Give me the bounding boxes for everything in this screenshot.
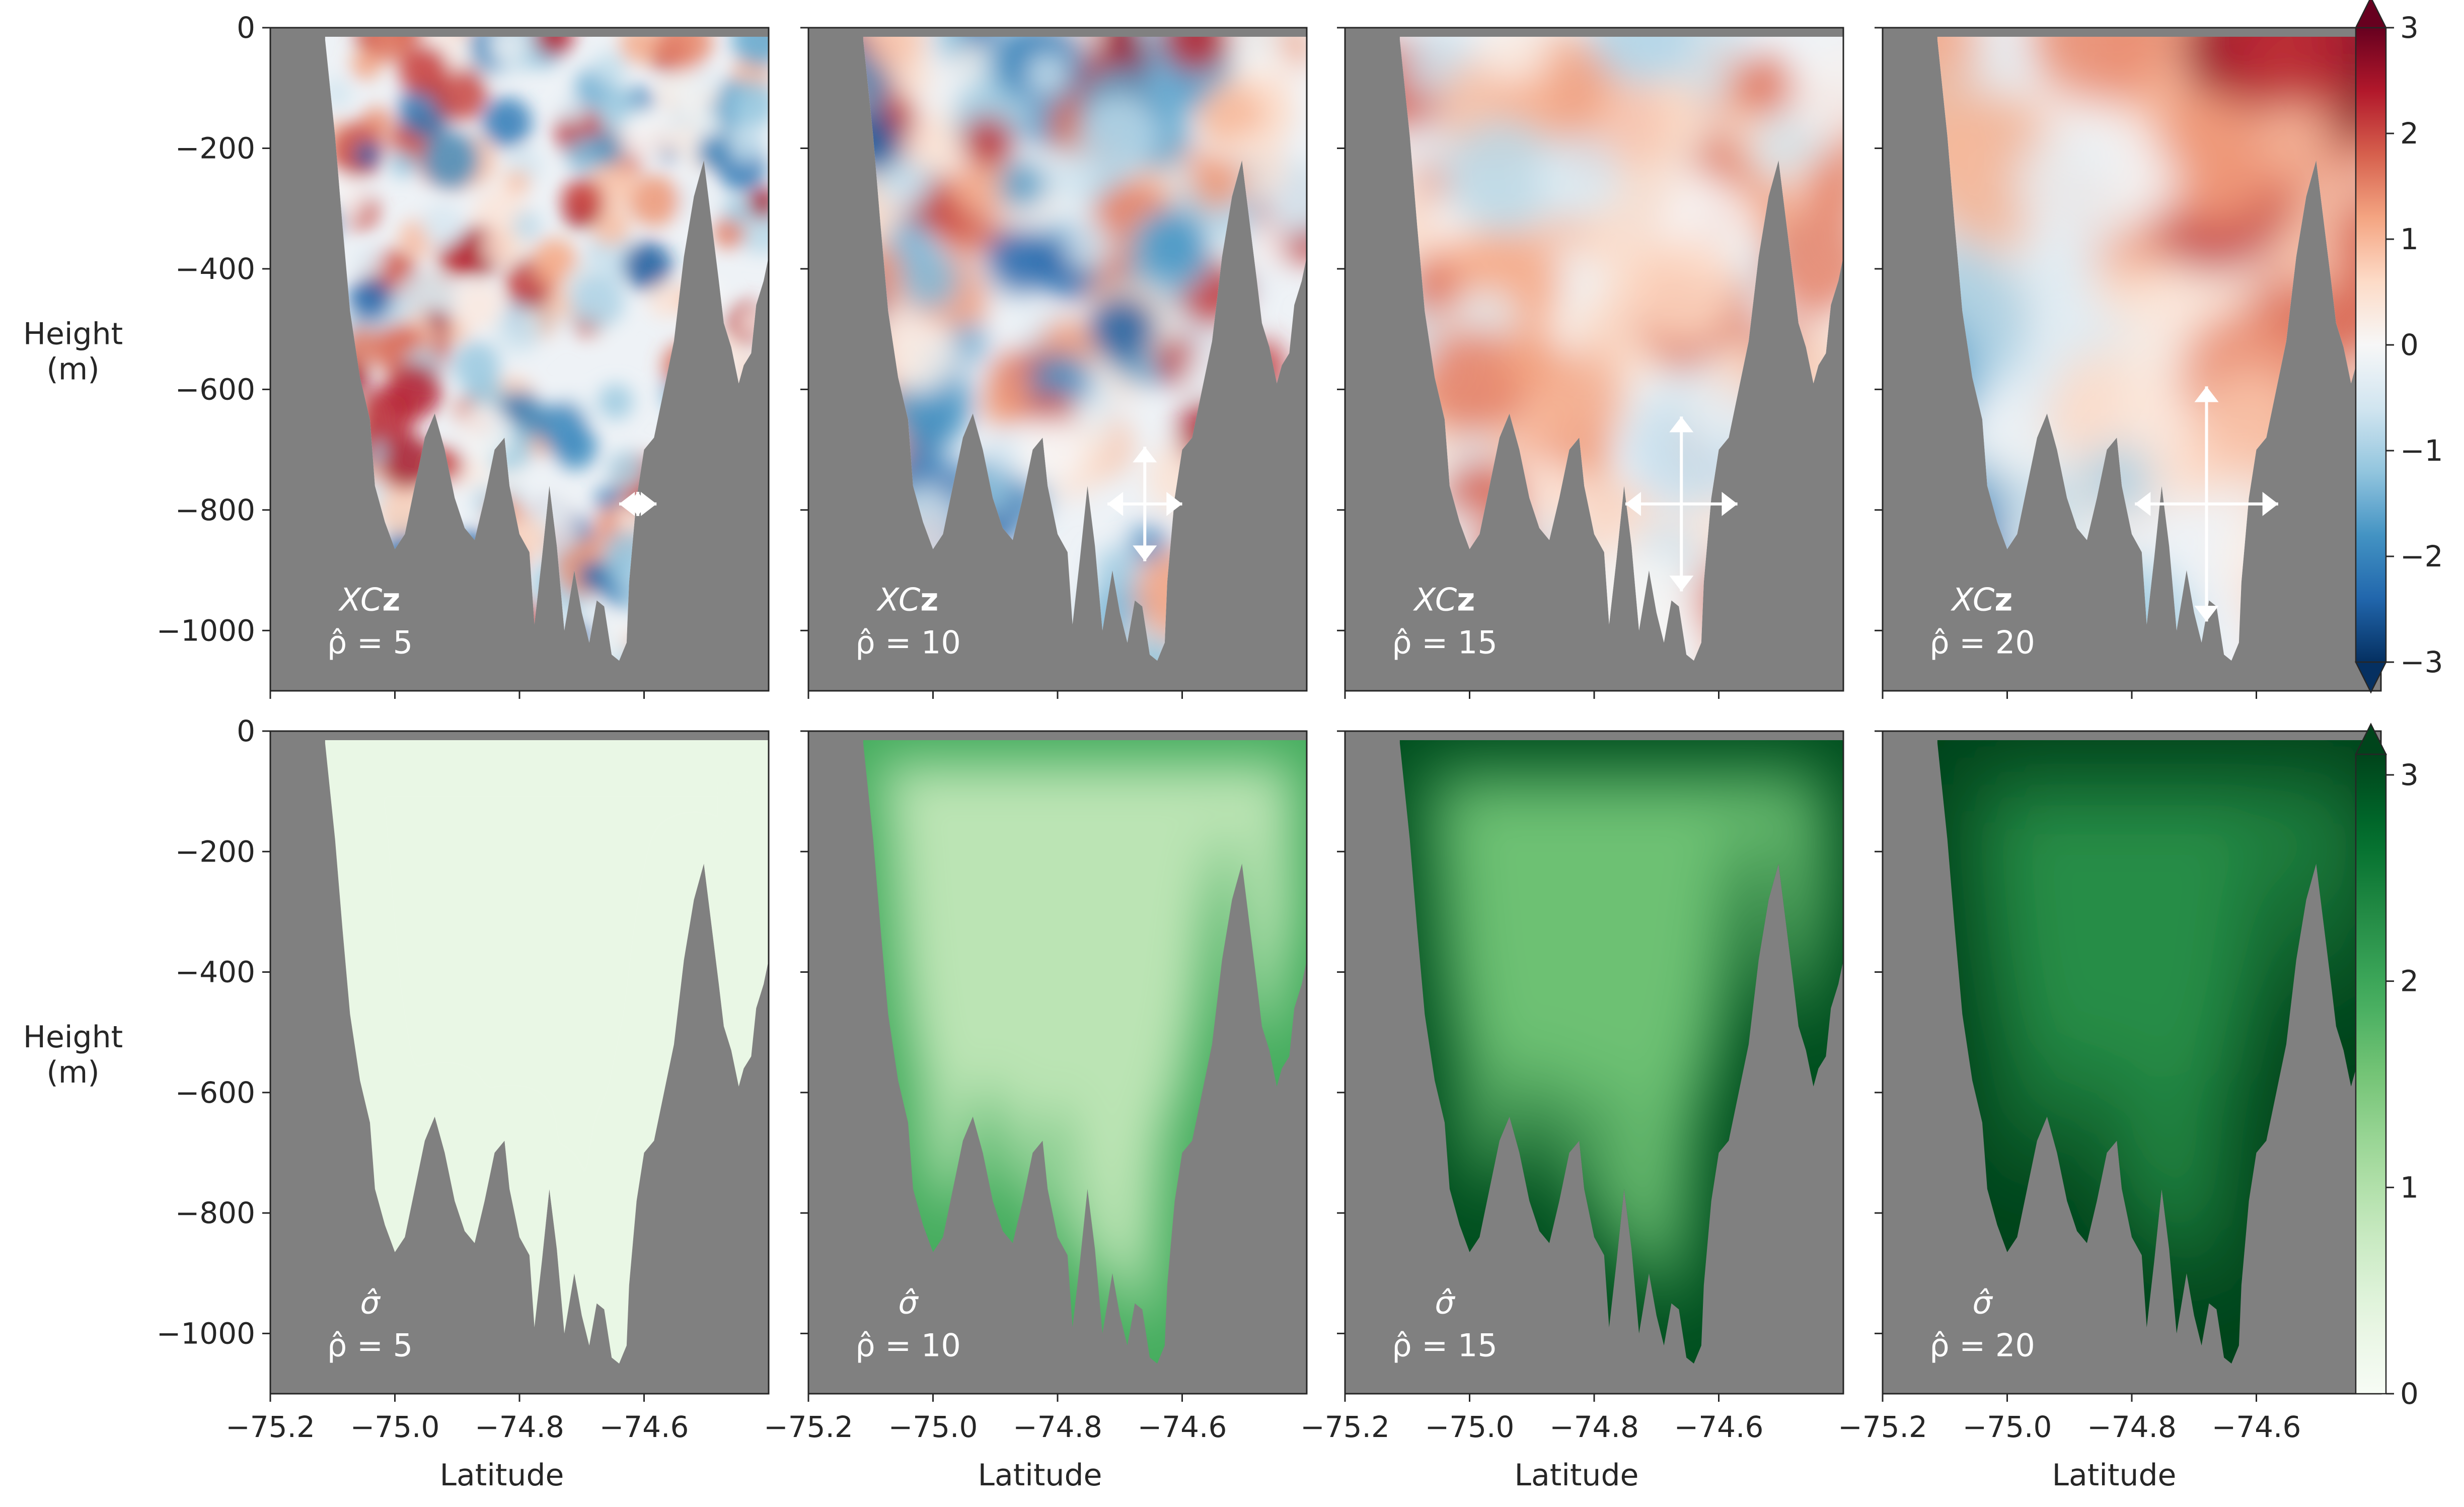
y-tick-label: −600	[175, 372, 255, 406]
x-tick-label: −74.6	[1138, 1410, 1227, 1444]
length-scale-arrows	[619, 491, 657, 516]
y-axis-title: Height	[23, 317, 123, 352]
panel-grid: 0 −200 −400 −600 −800 −1000 XCz ρ̂ = 5 XCz ρ̂ = 1…	[157, 11, 2382, 1444]
colorbar-tick-label: 2	[2400, 116, 2419, 151]
panel-bottom-3: −75.2 −75.0 −74.8 −74.6 σ̂ ρ̂ = 15	[1300, 730, 1844, 1444]
colorbar-tick-label: 3	[2400, 758, 2419, 792]
y-tick-label: 0	[237, 714, 255, 748]
colorbar-tick-label: 1	[2400, 222, 2419, 256]
panel-top-4: XCz ρ̂ = 20	[1875, 27, 2382, 699]
panel-label-line1: σ̂	[360, 1284, 381, 1321]
x-tick-label: −75.2	[226, 1410, 315, 1444]
colorbar-tick-label: 0	[2400, 1377, 2419, 1411]
panel-label-line2: ρ̂ = 10	[855, 1327, 961, 1364]
panel-top-1: 0 −200 −400 −600 −800 −1000 XCz ρ̂ = 5	[157, 11, 770, 699]
x-tick-label: −75.0	[350, 1410, 440, 1444]
panel-top-2: XCz ρ̂ = 10	[800, 27, 1308, 699]
y-tick-label: 0	[237, 11, 255, 45]
y-tick-label: −200	[175, 131, 255, 165]
length-scale-arrows	[1107, 447, 1182, 561]
x-tick-label: −74.6	[1674, 1410, 1764, 1444]
panel-label-line1: XCz	[876, 581, 939, 618]
y-axis-title: (m)	[46, 1055, 99, 1090]
colorbar-tick-label: 1	[2400, 1170, 2419, 1204]
y-axis-title: (m)	[46, 352, 99, 387]
x-tick-label: −75.0	[888, 1410, 978, 1444]
x-axis-title: Latitude	[978, 1458, 1102, 1493]
panel-label-line2: ρ̂ = 15	[1392, 624, 1498, 661]
y-tick-label: −1000	[157, 613, 255, 648]
y-tick-label: −600	[175, 1075, 255, 1110]
panel-bottom-1: 0 −200 −400 −600 −800 −1000 −75.2 −75.0 −74.8 −74…	[157, 714, 770, 1444]
x-tick-label: −74.6	[2212, 1410, 2301, 1444]
y-tick-label: −200	[175, 834, 255, 869]
y-tick-label: −1000	[157, 1316, 255, 1350]
colorbar-tick-label: −3	[2400, 645, 2443, 679]
y-tick-label: −400	[175, 252, 255, 286]
panel-bottom-4: −75.2 −75.0 −74.8 −74.6 σ̂ ρ̂ = 20	[1838, 730, 2382, 1444]
panel-top-3: XCz ρ̂ = 15	[1337, 27, 1844, 699]
y-tick-label: −800	[175, 1196, 255, 1230]
length-scale-arrows	[1625, 416, 1738, 592]
x-tick-label: −75.2	[764, 1410, 853, 1444]
panel-label-line2: ρ̂ = 15	[1392, 1327, 1498, 1364]
x-tick-label: −74.6	[600, 1410, 689, 1444]
y-tick-label: −800	[175, 493, 255, 527]
panel-label-line2: ρ̂ = 5	[327, 1327, 413, 1364]
colorbar-extend-min	[2354, 661, 2387, 694]
colorbar-tick-label: 2	[2400, 964, 2419, 998]
panel-label-line2: ρ̂ = 20	[1929, 1327, 2035, 1364]
x-tick-label: −74.8	[1013, 1410, 1102, 1444]
colorbar-tick-label: 3	[2400, 11, 2419, 45]
x-tick-label: −75.0	[1425, 1410, 1515, 1444]
colorbar-tick-label: −1	[2400, 434, 2443, 468]
x-axis-title: Latitude	[2052, 1458, 2177, 1493]
panel-label-line2: ρ̂ = 20	[1929, 624, 2035, 661]
panel-label-line2: ρ̂ = 10	[855, 624, 961, 661]
x-axis-title: Latitude	[440, 1458, 564, 1493]
panel-label-line1: XCz	[1951, 581, 2013, 618]
x-axis-title: Latitude	[1515, 1458, 1639, 1493]
panel-label-line1: σ̂	[1435, 1284, 1455, 1321]
colorbar-tick-label: 0	[2400, 328, 2419, 362]
panel-bottom-2: −75.2 −75.0 −74.8 −74.6 σ̂ ρ̂ = 10	[764, 730, 1308, 1444]
panel-label-line1: σ̂	[1972, 1284, 1993, 1321]
colorbars: 3 2 1 0 −1 −2 −3 3 2 1 0	[2354, 0, 2443, 1411]
panel-label-line1: XCz	[338, 581, 401, 618]
y-axis-labels: Height(m)Height(m)	[23, 317, 123, 1091]
colorbar-extend-max	[2354, 723, 2387, 755]
x-tick-label: −74.8	[1549, 1410, 1639, 1444]
colorbar-top: 3 2 1 0 −1 −2 −3	[2354, 0, 2443, 694]
panel-label-line2: ρ̂ = 5	[327, 624, 413, 661]
x-tick-label: −74.8	[2087, 1410, 2177, 1444]
y-tick-label: −400	[175, 955, 255, 989]
length-scale-arrows	[2135, 386, 2278, 622]
x-tick-label: −75.0	[1963, 1410, 2052, 1444]
panel-label-line1: σ̂	[898, 1284, 919, 1321]
x-tick-label: −75.2	[1838, 1410, 1927, 1444]
x-tick-label: −74.8	[475, 1410, 564, 1444]
panel-label-line1: XCz	[1413, 581, 1475, 618]
x-axis-labels: Latitude Latitude Latitude Latitude	[440, 1458, 2177, 1493]
x-tick-label: −75.2	[1300, 1410, 1390, 1444]
colorbar-extend-max	[2354, 0, 2387, 29]
colorbar-bottom: 3 2 1 0	[2354, 723, 2419, 1411]
colorbar-tick-label: −2	[2400, 539, 2443, 573]
y-axis-title: Height	[23, 1020, 123, 1055]
